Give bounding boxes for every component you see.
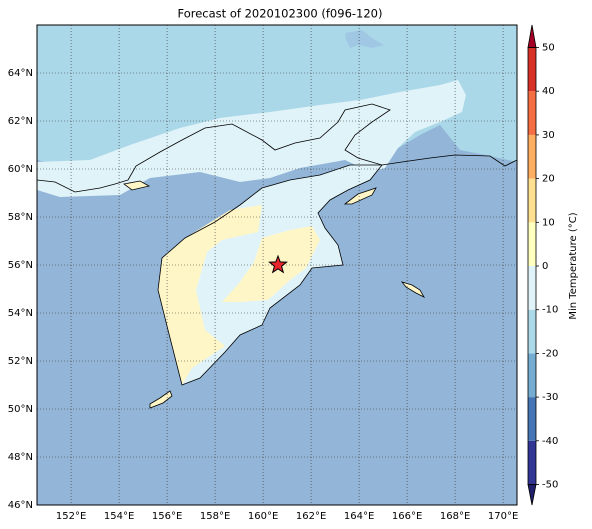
colorbar-segment [528, 309, 536, 354]
colorbar-tick-label: -10 [542, 305, 558, 316]
y-tick-label: 54°N [8, 308, 33, 319]
colorbar-segment [528, 47, 536, 92]
colorbar-tick-label: -50 [542, 480, 558, 491]
graticule [37, 25, 517, 506]
colorbar-tick-label: 20 [542, 174, 555, 185]
x-tick-label: 166°E [392, 511, 422, 522]
colorbar-segment [528, 266, 536, 310]
x-tick-label: 154°E [104, 511, 134, 522]
island [345, 188, 376, 204]
colorbar-segment [528, 91, 536, 135]
location-star [268, 254, 288, 274]
colorbar-label: Min Temperature (°C) [568, 212, 579, 319]
colorbar-tick-label: -30 [542, 392, 558, 403]
colorbar-extend-under [527, 484, 537, 506]
colorbar-tick-label: 10 [542, 217, 555, 228]
map-frame [36, 24, 518, 506]
x-tick-label: 168°E [440, 511, 470, 522]
colorbar-tick-label: 0 [542, 261, 548, 272]
colorbar-segment [528, 440, 536, 485]
x-tick-label: 170°E [488, 511, 518, 522]
y-tick-label: 64°N [8, 68, 33, 79]
colorbar-segment [528, 397, 536, 441]
kamchatka-mild-west [158, 205, 262, 385]
y-tick-label: 60°N [8, 164, 33, 175]
x-tick-label: 152°E [56, 511, 86, 522]
colorbar-tick-label: 30 [542, 130, 555, 141]
colorbar-segment [528, 222, 536, 266]
colorbar-tick-label: -40 [542, 436, 558, 447]
cold-patch [345, 30, 384, 48]
cool-band [37, 80, 466, 197]
y-tick-label: 50°N [8, 404, 33, 415]
colorbar-tick-label: 50 [542, 43, 555, 54]
coastline [157, 164, 383, 386]
coastline [36, 103, 518, 193]
colorbar-extend-over [527, 24, 537, 48]
y-tick-label: 52°N [8, 356, 33, 367]
y-tick-label: 48°N [8, 452, 33, 463]
coastline [123, 180, 426, 409]
y-tick-label: 46°N [8, 500, 33, 511]
island [150, 391, 172, 408]
y-tick-label: 58°N [8, 212, 33, 223]
colorbar-segment [528, 353, 536, 398]
x-tick-label: 160°E [248, 511, 278, 522]
colorbar-tick-label: 40 [542, 86, 555, 97]
coastlines [36, 103, 518, 409]
colorbar: -50 -40 -30 -20 -10 0 10 20 30 40 50 [527, 24, 558, 506]
island [124, 181, 149, 190]
island [402, 282, 424, 297]
colorbar-tick-label: -20 [542, 348, 558, 359]
y-tick-label: 62°N [8, 116, 33, 127]
x-tick-label: 162°E [296, 511, 326, 522]
x-tick-label: 158°E [200, 511, 230, 522]
colorbar-segment [528, 134, 536, 179]
y-tick-label: 56°N [8, 260, 33, 271]
x-tick-label: 164°E [344, 511, 374, 522]
map-title: Forecast of 2020102300 (f096-120) [178, 7, 383, 21]
colorbar-segment [528, 178, 536, 223]
x-tick-label: 156°E [152, 511, 182, 522]
